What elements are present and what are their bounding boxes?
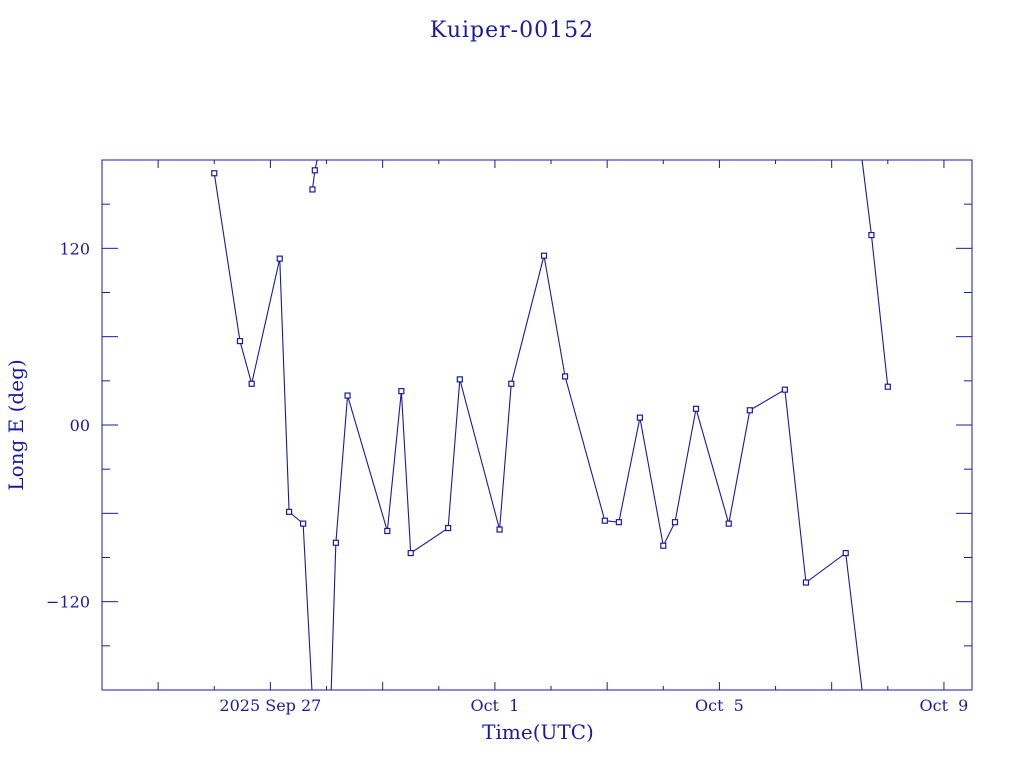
data-point [842,549,849,557]
data-point [236,337,244,345]
data-point [615,519,622,526]
data-point [561,373,569,380]
series-line [330,255,863,690]
data-point [746,407,753,414]
axis-tick-labels: 2025 Sep 27 Oct 1 Oct 5 Oct 9 120 00 −120 [46,239,968,715]
data-point [868,231,875,239]
series-group [211,160,891,690]
axis-ticks [102,160,972,690]
data-point [781,386,789,393]
data-point [508,380,515,387]
data-point [384,527,391,535]
data-point [398,388,405,395]
data-point [725,520,732,527]
y-tick-label: −120 [46,593,90,612]
data-point [445,524,452,532]
data-point [540,252,548,259]
data-point [456,376,463,383]
x-tick-label: Oct 1 [470,696,519,715]
x-tick-label: Oct 5 [695,696,744,715]
y-axis-label: Long E (deg) [4,359,28,490]
data-point [285,508,293,515]
data-point [802,579,810,586]
data-point [692,405,700,412]
data-point [884,383,891,390]
chart-title: Kuiper-00152 [430,18,594,43]
data-point [300,520,307,527]
data-point [636,414,644,421]
data-point [407,549,414,557]
series-line [311,160,318,190]
data-point [496,526,503,533]
series-line [213,173,313,690]
x-tick-label: 2025 Sep 27 [219,696,321,715]
plot-frame [101,159,973,691]
data-point [344,392,351,399]
data-point [660,542,667,549]
x-tick-label: Oct 9 [920,696,969,715]
y-tick-label: 120 [59,239,90,258]
data-point [276,255,283,262]
data-point [601,517,608,524]
data-point [311,167,318,174]
x-axis-label: Time(UTC) [482,720,594,744]
series-line [861,160,889,387]
data-point [671,519,679,526]
y-tick-label: 00 [70,416,90,435]
data-point [248,380,255,387]
data-point [309,186,316,193]
data-point [332,539,339,546]
data-point [211,170,218,177]
